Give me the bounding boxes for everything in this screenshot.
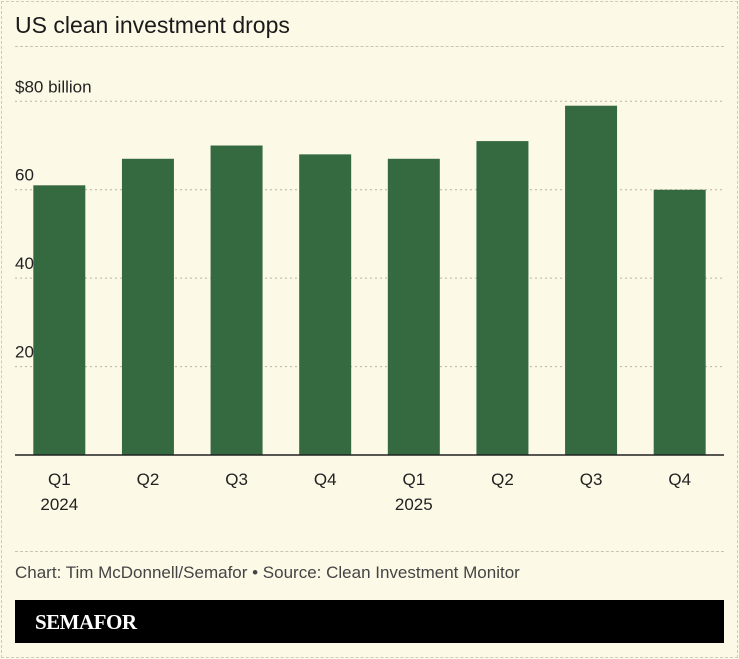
bar [121,158,174,455]
x-tick-label: Q4 [668,470,691,489]
x-tick-label: Q1 [48,470,71,489]
y-tick-label: 60 [15,166,34,185]
bar [653,189,706,455]
bar [565,105,618,455]
bar [476,141,529,455]
x-tick-label: Q3 [225,470,248,489]
x-tick-label: 2024 [40,495,78,514]
y-tick-label: $80 billion [15,77,92,96]
chart-credit: Chart: Tim McDonnell/Semafor • Source: C… [15,563,520,582]
x-tick-label: Q2 [137,470,160,489]
divider [15,46,724,47]
bar [210,145,263,455]
y-tick-label: 40 [15,254,34,273]
bar-chart: 20 40 60 $80 billion Q1 2024 Q2 Q3 Q4 Q1 2025 Q2 Q3 Q… [15,77,724,514]
brand-bar: SEMAFOR [15,600,724,643]
divider [15,551,724,552]
x-tick-label: Q4 [314,470,337,489]
bar [387,158,440,455]
x-tick-label: Q2 [491,470,514,489]
x-tick-label: 2025 [395,495,433,514]
x-tick-label: Q1 [402,470,425,489]
bar [33,185,86,455]
y-tick-label: 20 [15,343,34,362]
semafor-logo: SEMAFOR [35,610,137,634]
chart-title: US clean investment drops [15,12,290,38]
bar [299,154,352,455]
x-tick-label: Q3 [580,470,603,489]
